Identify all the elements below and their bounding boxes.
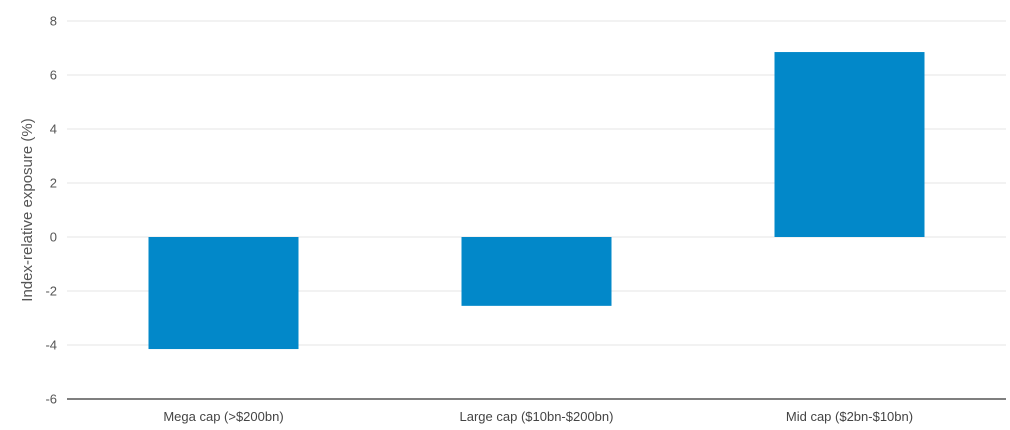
x-category-label: Mega cap (>$200bn) bbox=[163, 409, 283, 424]
y-tick-label: 6 bbox=[50, 68, 57, 83]
y-tick-label: -6 bbox=[45, 392, 57, 407]
y-tick-label: 2 bbox=[50, 176, 57, 191]
axes: 8 6 4 2 0 -2 -4 -6 Mega cap (>$200bn) Large cap (… bbox=[45, 14, 1006, 424]
x-category-label: Large cap ($10bn-$200bn) bbox=[460, 409, 614, 424]
y-tick-label: 4 bbox=[50, 122, 57, 137]
bar bbox=[774, 52, 925, 237]
y-tick-label: -2 bbox=[45, 284, 57, 299]
y-tick-label: 0 bbox=[50, 230, 57, 245]
y-axis-title: Index-relative exposure (%) bbox=[19, 118, 36, 301]
x-category-label: Mid cap ($2bn-$10bn) bbox=[786, 409, 913, 424]
y-tick-label: 8 bbox=[50, 14, 57, 29]
bar bbox=[148, 237, 299, 350]
y-tick-label: -4 bbox=[45, 338, 57, 353]
bar bbox=[461, 237, 612, 306]
bars bbox=[148, 52, 925, 350]
